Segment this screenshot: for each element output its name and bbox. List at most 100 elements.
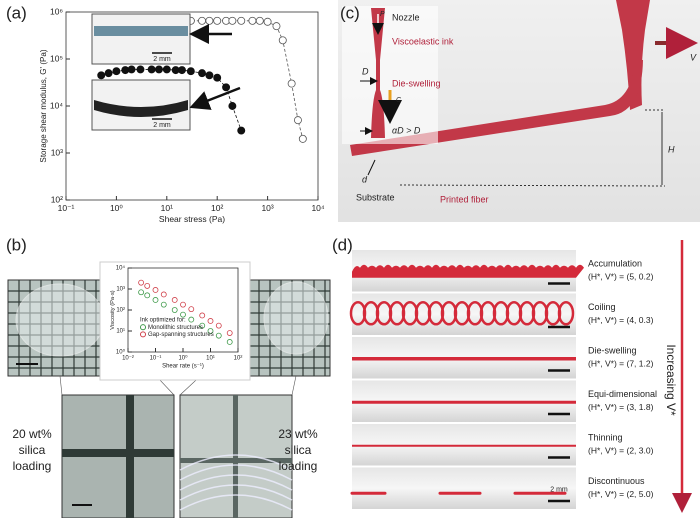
- data-point: [160, 301, 167, 308]
- data-point: [205, 16, 214, 25]
- data-point: [160, 291, 167, 298]
- data-point: [213, 73, 222, 82]
- data-point: [104, 69, 113, 78]
- panel-d: Accumulation (H*, V*) = (5, 0.2) Coiling (H…: [349, 240, 692, 513]
- data-point: [188, 316, 195, 323]
- series-line: [101, 69, 242, 131]
- inset-background: [342, 6, 438, 144]
- label-nozzle: Nozzle: [392, 12, 420, 22]
- y-tick-label: 10³: [116, 287, 125, 293]
- mode-name: Die-swelling: [588, 345, 637, 355]
- data-point: [152, 287, 159, 293]
- y-tick-label: 10⁴: [116, 265, 126, 272]
- data-point: [138, 279, 145, 286]
- y-tick-label: 10¹: [116, 329, 125, 335]
- data-point: [207, 328, 214, 334]
- label-d: d: [362, 174, 368, 184]
- label-fiber: Printed fiber: [440, 194, 489, 204]
- loading-label: silica: [19, 443, 46, 457]
- grid-bar: [233, 395, 238, 518]
- data-point: [293, 116, 302, 125]
- panel-c: Nozzle Viscoelastic ink D Die-swelling α…: [338, 0, 700, 222]
- x-tick-label: 10¹: [206, 356, 215, 362]
- scale-label: 2 mm: [550, 486, 568, 493]
- height-dash: [399, 184, 666, 187]
- data-point: [226, 330, 233, 336]
- mode-params: (H*, V*) = (5, 0.2): [588, 271, 654, 281]
- legend-title: Ink optimized for:: [140, 318, 186, 324]
- data-point: [272, 22, 281, 31]
- label-D: D: [362, 66, 369, 76]
- panel-label: (b): [6, 235, 27, 254]
- x-tick-label: 10⁰: [110, 203, 123, 213]
- mode-params: (H*, V*) = (2, 3.0): [588, 445, 654, 455]
- y-axis-label: Viscosity (Pa·s): [110, 290, 116, 330]
- ring-line: [179, 474, 293, 491]
- data-point: [199, 312, 206, 319]
- data-point: [228, 102, 237, 110]
- loading-label: loading: [13, 459, 52, 473]
- data-point: [147, 65, 156, 74]
- label-substrate: Substrate: [356, 192, 395, 202]
- strip-photo: [352, 293, 576, 335]
- data-point: [278, 36, 287, 45]
- x-tick-label: 10⁻¹: [150, 356, 162, 362]
- data-point: [186, 67, 195, 76]
- data-point: [298, 134, 307, 143]
- x-tick-label: 10²: [234, 356, 243, 362]
- x-tick-label: 10²: [211, 203, 223, 213]
- loading-label: silica: [285, 443, 312, 457]
- data-point: [237, 126, 246, 135]
- mode-name: Equi-dimensional: [588, 389, 657, 399]
- data-point: [213, 16, 222, 25]
- data-point: [199, 322, 206, 329]
- data-point: [155, 65, 163, 74]
- y-tick-label: 10²: [116, 308, 125, 314]
- legend-label: Gap-spanning structures: [148, 332, 214, 338]
- x-axis-label: Shear stress (Pa): [159, 214, 225, 224]
- scale-label: 2 mm: [153, 122, 171, 129]
- sample-disk: [263, 281, 329, 355]
- data-point: [198, 69, 206, 78]
- y-tick-label: 10⁶: [50, 6, 63, 16]
- y-axis-label: Storage shear modulus, G' (Pa): [39, 49, 48, 162]
- x-tick-label: 10⁴: [311, 203, 324, 213]
- data-point: [138, 289, 145, 296]
- zoom-line: [59, 375, 63, 396]
- data-point: [248, 16, 257, 25]
- grid-bar: [126, 395, 134, 518]
- x-tick-label: 10⁻²: [122, 356, 134, 362]
- x-tick-label: 10⁰: [178, 355, 188, 362]
- data-point: [144, 292, 151, 299]
- loading-label: 23 wt%: [278, 427, 318, 441]
- printed-fiber-shape: [350, 60, 643, 156]
- data-point: [207, 318, 214, 324]
- data-point: [215, 322, 222, 329]
- sample-shape: [94, 100, 188, 117]
- sample-shape: [94, 26, 188, 36]
- mode-name: Thinning: [588, 432, 623, 442]
- mode-params: (H*, V*) = (4, 0.3): [588, 315, 654, 325]
- data-point: [226, 339, 233, 345]
- mode-name: Discontinuous: [588, 476, 645, 486]
- data-point: [222, 83, 231, 92]
- scale-label: 2 mm: [153, 56, 171, 63]
- y-tick-label: 10²: [51, 194, 63, 204]
- mode-name: Accumulation: [588, 258, 642, 268]
- data-point: [178, 66, 186, 75]
- data-point: [287, 79, 296, 88]
- grid-bar: [62, 449, 174, 457]
- plot-frame: [127, 267, 239, 353]
- pointer-arrow: [189, 86, 241, 110]
- panel-label: (c): [340, 3, 360, 22]
- ring-line: [179, 484, 293, 501]
- series-line: [181, 20, 304, 139]
- data-point: [228, 16, 237, 25]
- x-tick-label: 10⁻¹: [58, 203, 75, 213]
- data-point: [215, 332, 222, 339]
- mode-name: Coiling: [588, 302, 616, 312]
- label-ink: Viscoelastic ink: [392, 36, 454, 46]
- zoom-line: [291, 375, 297, 396]
- data-point: [152, 297, 159, 303]
- x-tick-label: 10¹: [161, 203, 173, 213]
